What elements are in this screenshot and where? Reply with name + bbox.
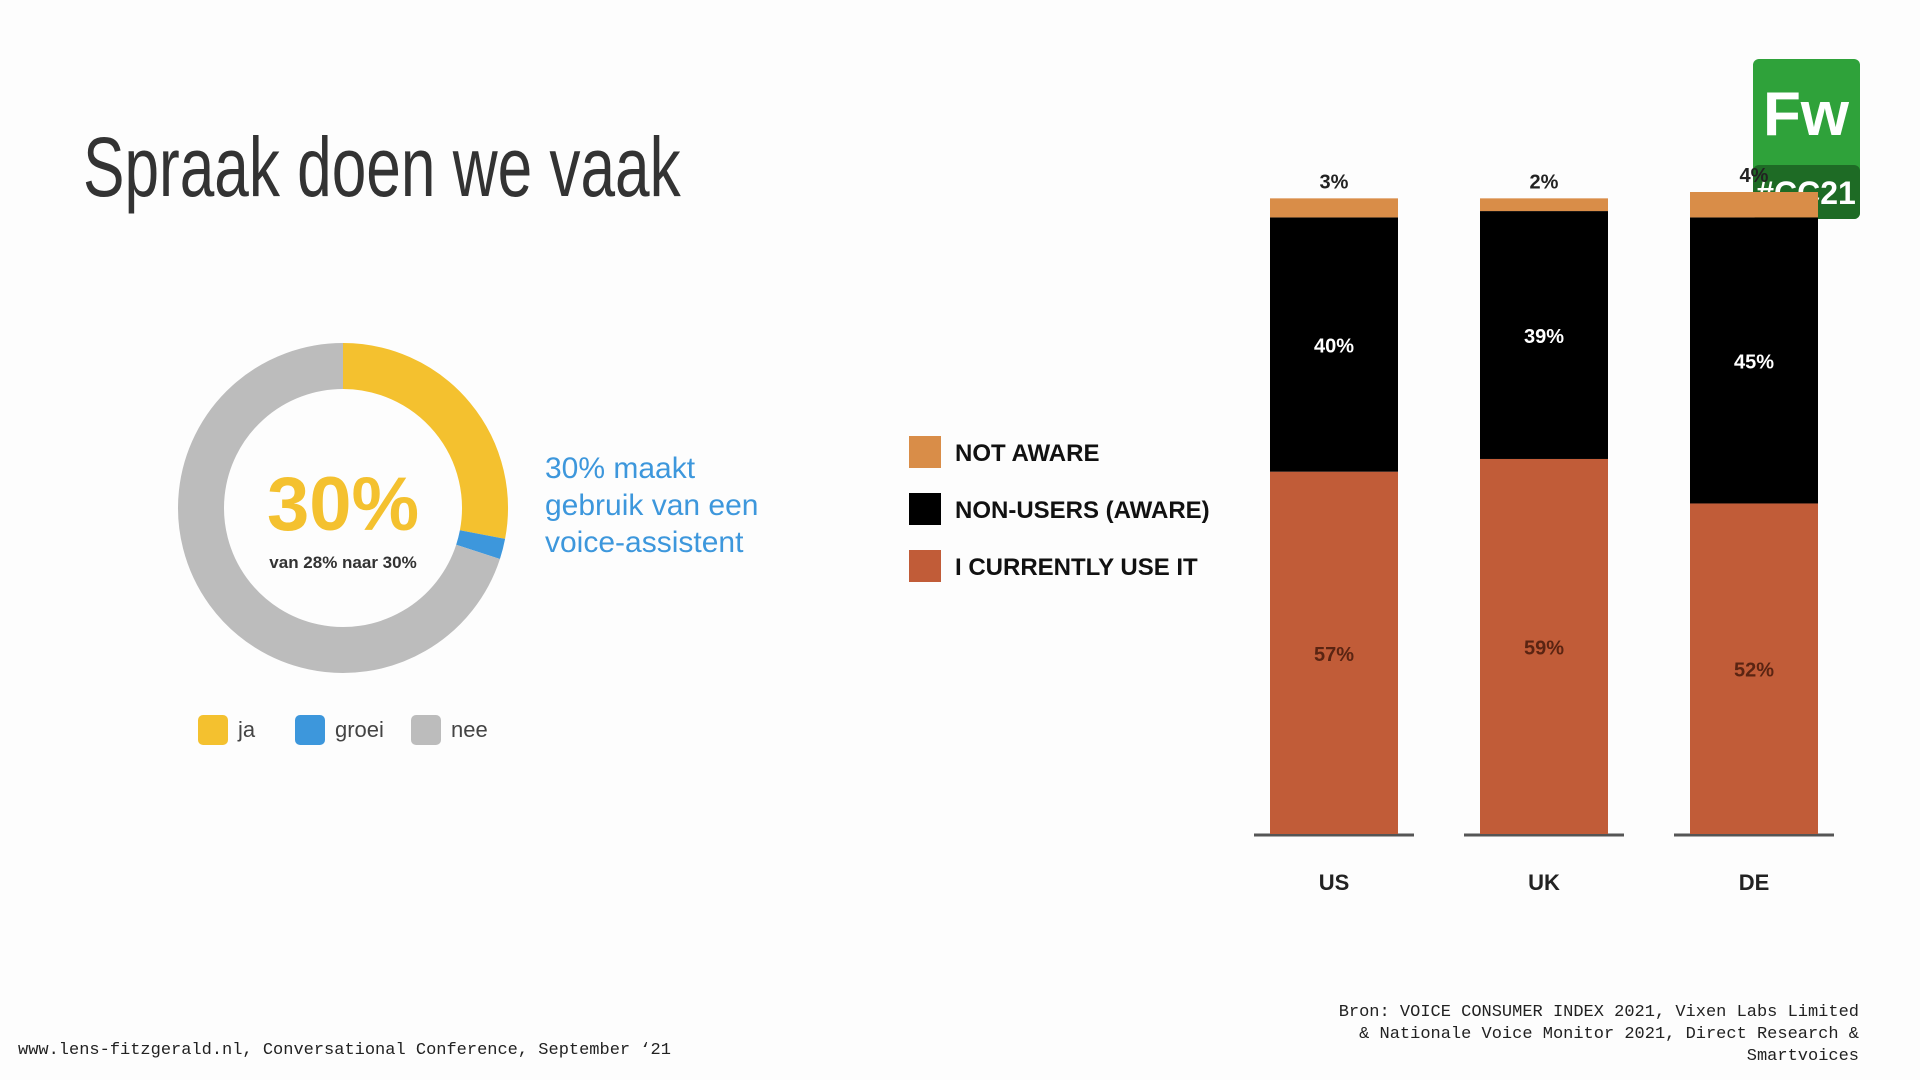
logo-top: Fw <box>1763 80 1850 149</box>
legend-swatch <box>909 493 941 525</box>
legend-swatch <box>909 436 941 468</box>
source-line: & Nationale Voice Monitor 2021, Direct R… <box>1359 1025 1859 1044</box>
source-line: Bron: VOICE CONSUMER INDEX 2021, Vixen L… <box>1339 1003 1859 1022</box>
slide-title: Spraak doen we vaak <box>83 120 682 214</box>
value-label: 2% <box>1530 171 1559 193</box>
legend-swatch <box>198 715 228 745</box>
bar-segment <box>1480 458 1608 834</box>
value-label: 45% <box>1734 351 1774 373</box>
donut-center-sublabel: van 28% naar 30% <box>269 553 416 572</box>
donut-annotation: 30% maakt <box>545 452 696 485</box>
x-tick-label: US <box>1319 870 1350 895</box>
bar-segment <box>1270 217 1398 472</box>
value-label: 59% <box>1524 637 1564 659</box>
title-group: Spraak doen we vaak <box>83 120 682 214</box>
legend-label: groei <box>335 717 384 742</box>
value-label: 3% <box>1320 171 1349 193</box>
donut-segment <box>178 343 500 673</box>
bar-segment <box>1270 198 1398 218</box>
legend-swatch <box>411 715 441 745</box>
value-label: 39% <box>1524 326 1564 348</box>
legend-label: NON-USERS (AWARE) <box>955 497 1210 524</box>
legend-label: NOT AWARE <box>955 440 1099 467</box>
value-label: 57% <box>1314 644 1354 666</box>
legend-swatch <box>295 715 325 745</box>
bar-segment <box>1690 503 1818 834</box>
donut-center-label: 30% <box>267 462 419 547</box>
bar-segment <box>1690 217 1818 504</box>
donut-segment <box>456 529 506 559</box>
source-line: Smartvoices <box>1747 1047 1859 1066</box>
legend-label: I CURRENTLY USE IT <box>955 554 1198 581</box>
value-label: 4% <box>1740 165 1769 187</box>
bar-segment <box>1480 198 1608 212</box>
donut-segment <box>342 343 508 539</box>
bar-segment <box>1690 192 1818 218</box>
bar-segment <box>1270 471 1398 834</box>
footer: www.lens-fitzgerald.nl, Conversational C… <box>18 1041 671 1060</box>
donut-annotation: gebruik van een <box>545 489 759 522</box>
legend-label: ja <box>237 717 256 742</box>
value-label: 52% <box>1734 660 1774 682</box>
bar-segment <box>1480 211 1608 459</box>
legend-label: nee <box>451 717 488 742</box>
x-tick-label: DE <box>1739 870 1770 895</box>
x-tick-label: UK <box>1528 870 1560 895</box>
donut-annotation: voice-assistent <box>545 526 744 559</box>
legend-swatch <box>909 550 941 582</box>
value-label: 40% <box>1314 336 1354 358</box>
